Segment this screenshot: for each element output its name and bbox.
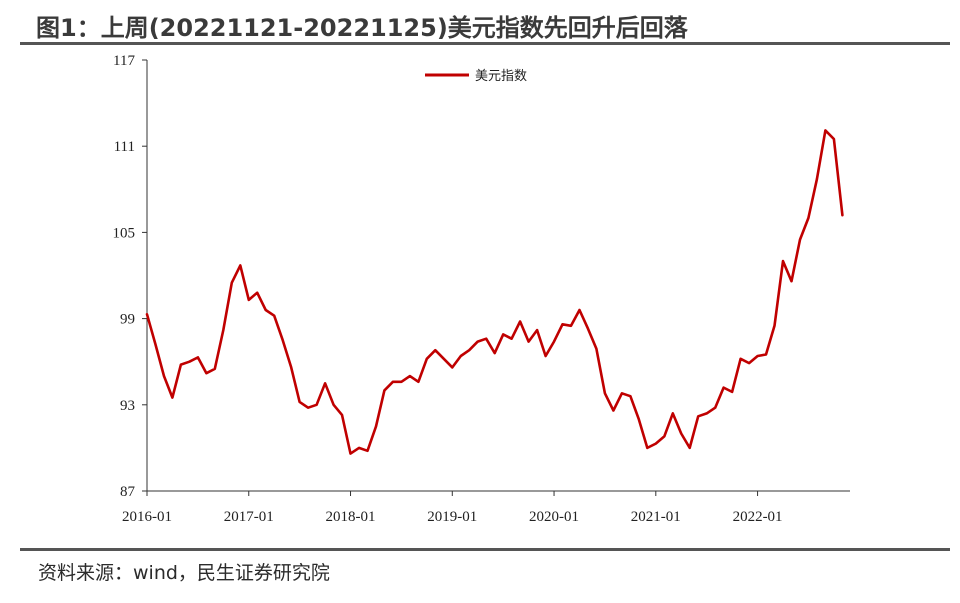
y-tick-label: 111 xyxy=(114,139,135,155)
x-tick-label: 2022-01 xyxy=(733,509,783,525)
y-axis: 87 93 99 105 111 117 xyxy=(113,53,148,500)
page-title: 图1：上周(20221121-20221125)美元指数先回升后回落 xyxy=(36,14,688,42)
top-divider xyxy=(20,42,950,45)
bottom-divider xyxy=(20,548,950,551)
x-axis: 2016-01 2017-01 2018-01 2019-01 2020-01 2021-… xyxy=(122,490,850,525)
y-tick-label: 87 xyxy=(120,484,136,500)
series-layer xyxy=(145,129,844,455)
x-tick-label: 2021-01 xyxy=(631,509,681,525)
x-tick-label: 2017-01 xyxy=(224,509,274,525)
x-tick-label: 2018-01 xyxy=(326,509,376,525)
legend-label: 美元指数 xyxy=(475,69,527,84)
y-tick-label: 93 xyxy=(120,398,135,414)
series-line-dollar-index xyxy=(145,129,844,455)
x-tick-label: 2020-01 xyxy=(529,509,579,525)
source-note: 资料来源：wind，民生证券研究院 xyxy=(38,562,330,584)
y-tick-label: 105 xyxy=(113,225,136,241)
x-tick-label: 2019-01 xyxy=(427,509,477,525)
x-tick-label: 2016-01 xyxy=(122,509,172,525)
y-tick-label: 99 xyxy=(120,312,135,328)
legend: 美元指数 xyxy=(425,69,527,84)
y-tick-label: 117 xyxy=(113,53,135,69)
